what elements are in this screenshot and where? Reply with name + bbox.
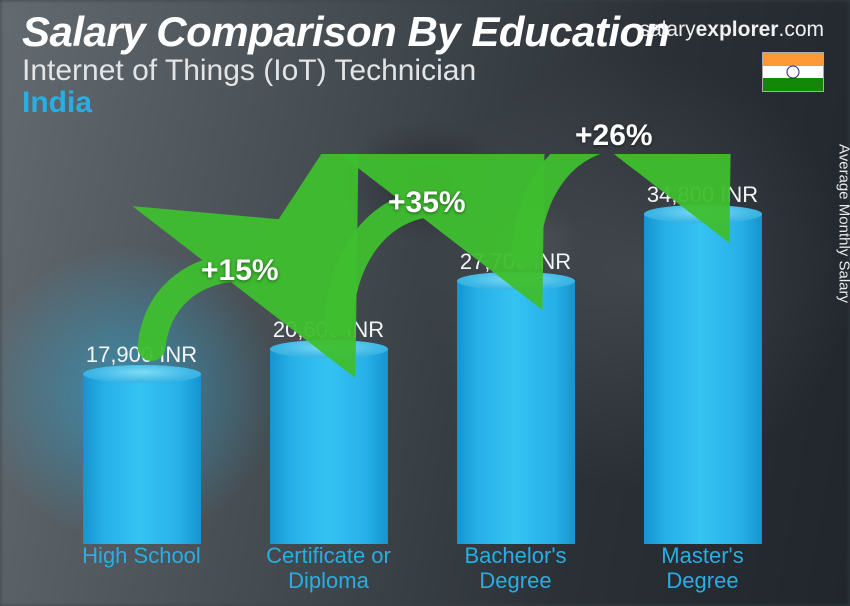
logo-part-plain: salary [640, 18, 696, 41]
y-axis-label: Average Monthly Salary [836, 144, 850, 303]
india-flag-icon [762, 52, 824, 92]
bar-2: 27,700 INR [441, 249, 591, 544]
bar-3: 34,800 INR [628, 182, 778, 544]
logo-part-bold: explorer [696, 18, 779, 41]
bar-0: 17,900 INR [67, 342, 217, 544]
subtitle: Internet of Things (IoT) Technician [22, 54, 828, 88]
increase-badge: +26% [575, 119, 653, 153]
flag-stripe-green [763, 78, 823, 91]
country: India [22, 86, 828, 120]
bar-cylinder [83, 374, 201, 544]
bar-cylinder [457, 281, 575, 544]
bar-label: Bachelor'sDegree [431, 544, 601, 594]
logo-part-suffix: .com [778, 18, 824, 41]
flag-stripe-saffron [763, 53, 823, 66]
labels-container: High School Certificate orDiploma Bachelor… [48, 544, 796, 594]
bar-label: High School [57, 544, 227, 594]
bar-cylinder [644, 214, 762, 544]
increase-badge: +35% [388, 186, 466, 220]
bars-container: 17,900 INR20,600 INR27,700 INR34,800 INR [48, 184, 796, 544]
bar-label: Master'sDegree [618, 544, 788, 594]
site-logo: salaryexplorer.com [640, 18, 824, 42]
bar-cylinder [270, 349, 388, 544]
flag-stripe-white [763, 66, 823, 79]
bar-label: Certificate orDiploma [244, 544, 414, 594]
bar-1: 20,600 INR [254, 317, 404, 544]
salary-bar-chart: 17,900 INR20,600 INR27,700 INR34,800 INR… [48, 154, 796, 594]
increase-badge: +15% [201, 254, 279, 288]
